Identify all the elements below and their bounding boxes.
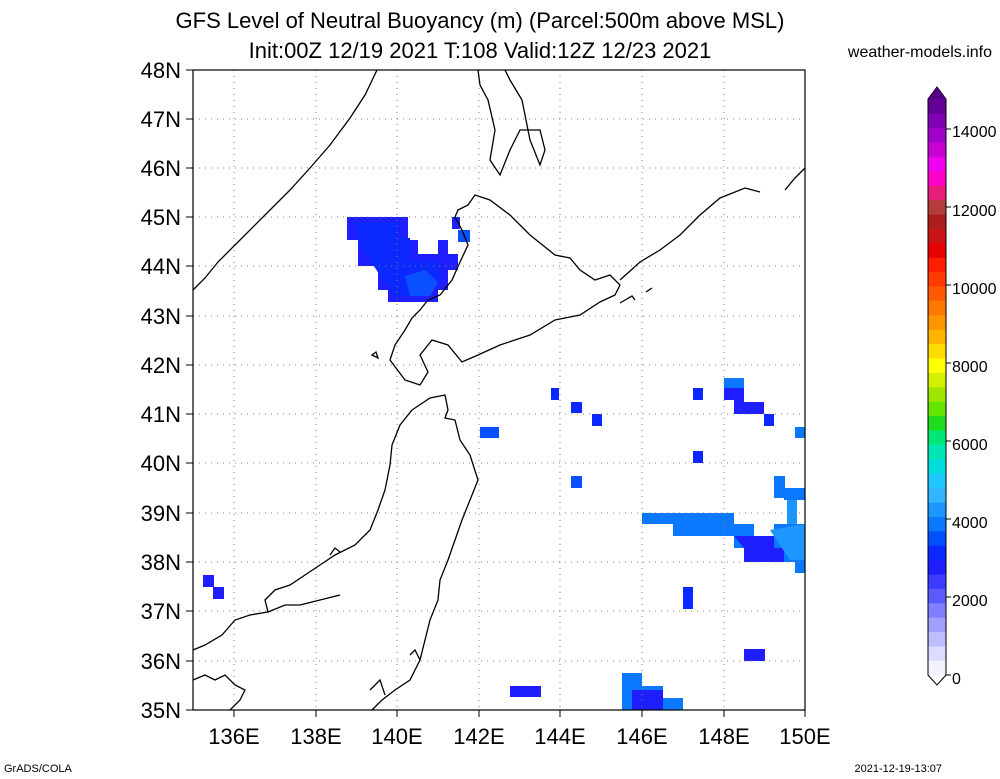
colorbar-swatch: [928, 372, 946, 388]
colorbar-swatch: [928, 473, 946, 489]
colorbar-swatch: [928, 171, 946, 186]
lat-label: 42N: [141, 353, 181, 378]
colorbar-swatch: [928, 315, 946, 330]
lon-label: 146E: [616, 724, 667, 749]
map-frame: [192, 69, 806, 711]
colorbar-swatch: [928, 502, 946, 517]
colorbar-swatch: [928, 228, 946, 244]
coastlines: [192, 69, 806, 711]
lon-label: 140E: [371, 724, 422, 749]
colorbar-swatch: [928, 343, 946, 359]
colorbar-swatch: [928, 617, 946, 633]
lat-label: 40N: [141, 451, 181, 476]
colorbar-swatch: [928, 516, 946, 532]
colorbar-swatch: [928, 444, 946, 460]
latitude-labels: 48N 47N 46N 45N 44N 43N 42N 41N 40N 39N …: [141, 58, 181, 723]
lat-label: 46N: [141, 156, 181, 181]
lat-label: 41N: [141, 402, 181, 427]
axis-ticks: [186, 69, 806, 717]
lon-label: 136E: [208, 724, 259, 749]
colorbar-label: 14000: [952, 124, 997, 141]
lat-label: 44N: [141, 254, 181, 279]
lat-label: 47N: [141, 107, 181, 132]
colorbar-label: 4000: [952, 515, 988, 532]
brand-label: weather-models.info: [847, 44, 992, 61]
colorbar-swatch: [928, 631, 946, 647]
colorbar-swatch: [928, 199, 946, 215]
map-title-line2: Init:00Z 12/19 2021 T:108 Valid:12Z 12/2…: [248, 38, 712, 63]
colorbar-swatch: [928, 459, 946, 474]
colorbar-swatch: [928, 603, 946, 618]
colorbar-swatch: [928, 487, 946, 503]
colorbar-swatch: [928, 257, 946, 273]
lat-label: 43N: [141, 304, 181, 329]
colorbar-swatch: [928, 113, 946, 129]
colorbar-swatch: [928, 588, 946, 604]
neutral-buoyancy-shading: [203, 217, 805, 710]
colorbar-swatch: [928, 127, 946, 143]
colorbar-swatch: [928, 286, 946, 301]
colorbar-swatch: [928, 214, 946, 229]
colorbar-swatch: [928, 545, 946, 561]
longitude-labels: 136E 138E 140E 142E 144E 146E 148E 150E: [208, 724, 830, 749]
colorbar-label: 6000: [952, 437, 988, 454]
colorbar-swatch: [928, 401, 946, 417]
colorbar-label: 10000: [952, 281, 997, 298]
footer-timestamp: 2021-12-19-13:07: [854, 763, 942, 775]
lat-label: 36N: [141, 649, 181, 674]
colorbar-swatch: [928, 415, 946, 431]
colorbar-label: 12000: [952, 203, 997, 220]
colorbar: [927, 86, 951, 686]
colorbar-label: 0: [952, 671, 961, 688]
colorbar-swatch: [928, 300, 946, 316]
colorbar-swatch: [928, 430, 946, 445]
colorbar-swatch: [928, 329, 946, 345]
colorbar-labels: 14000 12000 10000 8000 6000 4000 2000 0: [952, 124, 997, 688]
colorbar-swatch: [928, 185, 946, 201]
lat-label: 38N: [141, 550, 181, 575]
colorbar-swatch: [928, 531, 946, 546]
footer-software-label: GrADS/COLA: [4, 763, 72, 775]
lon-label: 144E: [534, 724, 585, 749]
colorbar-swatch: [928, 271, 946, 287]
lon-label: 150E: [779, 724, 830, 749]
lon-label: 142E: [453, 724, 504, 749]
colorbar-swatch: [928, 156, 946, 172]
colorbar-swatch: [928, 358, 946, 373]
colorbar-swatch: [928, 387, 946, 402]
colorbar-swatch: [928, 574, 946, 589]
colorbar-label: 2000: [952, 593, 988, 610]
colorbar-label: 8000: [952, 359, 988, 376]
lat-label: 48N: [141, 58, 181, 83]
lat-label: 35N: [141, 698, 181, 723]
colorbar-top-arrow: [928, 87, 946, 99]
map-title-line1: GFS Level of Neutral Buoyancy (m) (Parce…: [175, 8, 785, 33]
colorbar-swatch: [928, 243, 946, 258]
colorbar-swatch: [928, 660, 946, 676]
colorbar-swatch: [928, 142, 946, 157]
lon-label: 148E: [698, 724, 749, 749]
lon-label: 138E: [290, 724, 341, 749]
colorbar-swatch: [928, 99, 946, 114]
lat-label: 37N: [141, 599, 181, 624]
map-gridlines: [193, 70, 805, 710]
colorbar-swatch: [928, 646, 946, 661]
lat-label: 45N: [141, 205, 181, 230]
lat-label: 39N: [141, 501, 181, 526]
colorbar-swatch: [928, 559, 946, 575]
